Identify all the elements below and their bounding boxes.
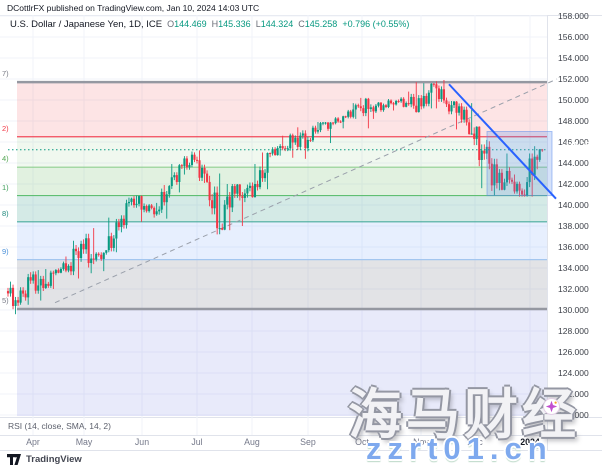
time-axis[interactable]: Apr May Jun Jul Aug Sep Oct Nov Dec 2024 — [0, 436, 602, 450]
price-axis[interactable]: 158.000 156.000 154.000 152.000 150.000 148.0… — [548, 11, 602, 450]
pivot-level-label: 9) — [2, 246, 9, 256]
price-axis-label: 128.000 — [558, 326, 589, 336]
price-axis-label: 150.000 — [558, 95, 589, 105]
price-axis-label: 152.000 — [558, 74, 589, 84]
price-pane-separator[interactable] — [0, 417, 602, 418]
time-axis-month-label: Jul — [191, 437, 203, 447]
current-price-value: 145.258 — [565, 141, 594, 150]
symbol-title[interactable]: U.S. Dollar / Japanese Yen, 1D, ICE — [10, 19, 163, 30]
price-axis-label: 154.000 — [558, 53, 589, 63]
price-axis-divider — [547, 15, 548, 450]
symbol-legend: U.S. Dollar / Japanese Yen, 1D, ICE O144.… — [10, 19, 409, 30]
ohlc-value: 145.336 — [218, 19, 251, 29]
price-axis-label: 122.000 — [558, 389, 589, 399]
current-price-tag: 145.258 07:56:54 — [557, 141, 602, 159]
ohlc-key: O — [167, 19, 175, 29]
time-axis-month-label: Jun — [134, 437, 150, 447]
price-axis-label: 142.000 — [558, 179, 589, 189]
pivot-level-label: 2) — [2, 123, 9, 133]
price-axis-label: 126.000 — [558, 347, 589, 357]
price-axis-label: 132.000 — [558, 284, 589, 294]
price-axis-label: 134.000 — [558, 263, 589, 273]
ohlc-value: 145.258 — [304, 19, 338, 29]
price-axis-label: 138.000 — [558, 221, 589, 231]
price-axis-label: 130.000 — [558, 305, 589, 315]
sparkle-icon — [543, 398, 560, 415]
time-axis-month-label: Sep — [300, 437, 316, 447]
pivot-level-label: 5) — [2, 295, 9, 305]
time-axis-month-label: Aug — [244, 437, 260, 447]
pivot-level-label: 7) — [2, 69, 9, 79]
ohlc-value: 144.324 — [260, 19, 294, 29]
time-axis-month-label: Apr — [26, 437, 40, 447]
pivot-level-label: 4) — [2, 154, 9, 164]
ohlc-key: L — [255, 19, 261, 29]
price-axis-label: 140.000 — [558, 200, 589, 210]
time-axis-year-label: 2024 — [520, 437, 540, 447]
price-axis-label: 148.000 — [558, 116, 589, 126]
rsi-pane: RSI (14, close, SMA, 14, 2) — [0, 418, 602, 435]
rsi-pane-separator[interactable] — [0, 435, 602, 436]
ohlc-key: H — [211, 19, 219, 29]
price-axis-label: 156.000 — [558, 32, 589, 42]
pivot-level-label: 8) — [2, 208, 9, 218]
tradingview-icon — [7, 454, 21, 465]
time-axis-month-label: Dec — [467, 437, 483, 447]
time-axis-month-label: Oct — [355, 437, 369, 447]
bar-countdown: 07:56:54 — [557, 150, 602, 160]
ohlc-value: 144.469 — [174, 19, 207, 29]
tradingview-logo[interactable]: TradingView — [7, 454, 82, 465]
time-axis-border — [0, 450, 602, 451]
tradingview-logo-text: TradingView — [26, 454, 82, 465]
price-axis-label: 144.000 — [558, 158, 589, 168]
change-value: +0.796 (+0.55%) — [342, 19, 410, 29]
price-axis-label: 124.000 — [558, 368, 589, 378]
price-axis-label: 120.000 — [558, 410, 589, 420]
ohlc-values: O144.469 H145.336 L144.324 C145.258 — [162, 19, 337, 30]
price-axis-label: 136.000 — [558, 242, 589, 252]
time-axis-month-label: Nov — [413, 437, 429, 447]
publish-info: DCottlrFX published on TradingView.com, … — [7, 3, 260, 13]
ohlc-key: C — [298, 19, 305, 29]
price-axis-label: 158.000 — [558, 11, 589, 21]
time-axis-month-label: May — [75, 437, 93, 447]
rsi-indicator-label[interactable]: RSI (14, close, SMA, 14, 2) — [8, 421, 111, 431]
pivot-level-label: 1) — [2, 182, 9, 192]
price-axis-label: 146.000 — [558, 137, 589, 147]
